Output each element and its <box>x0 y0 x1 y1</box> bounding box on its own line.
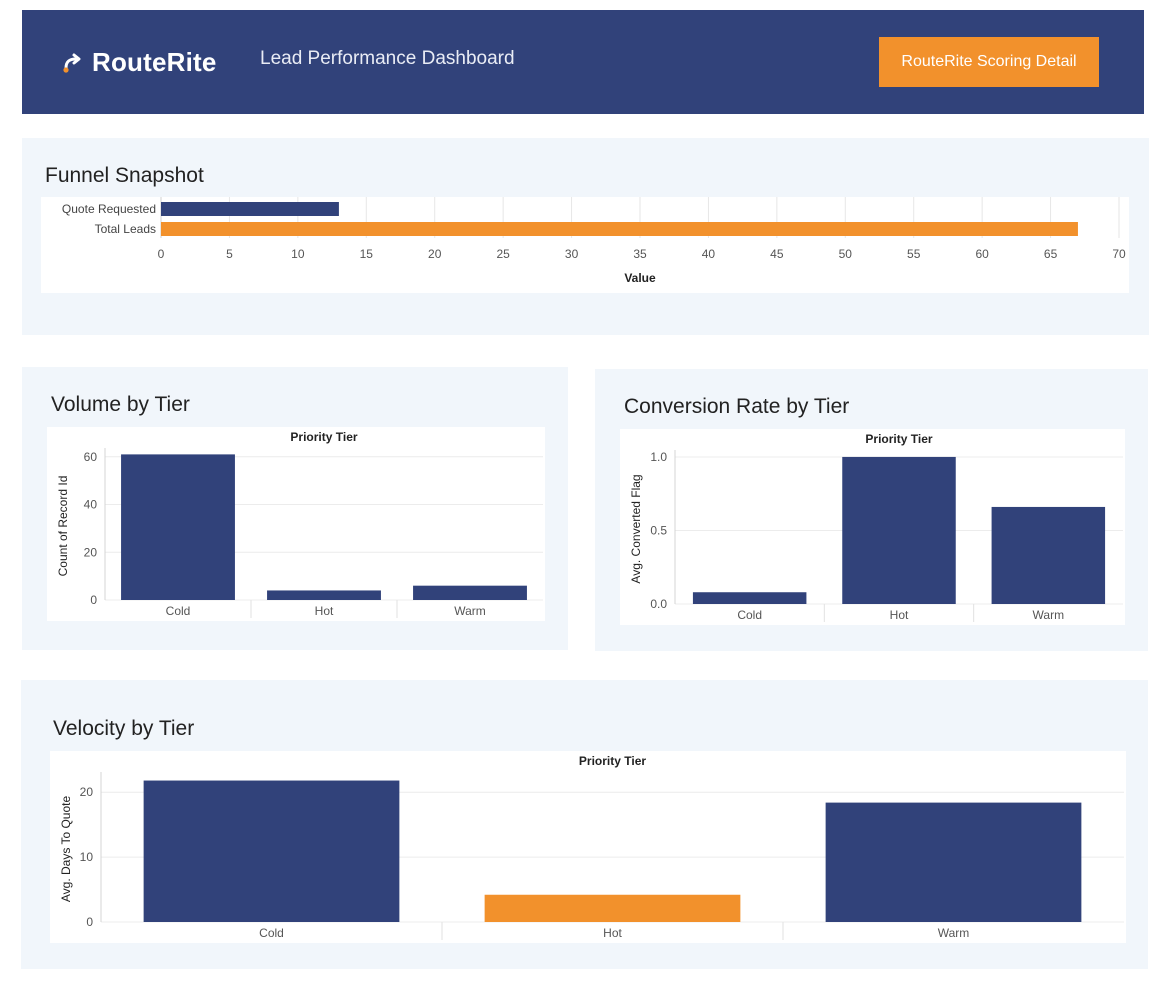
funnel-x-tick-label: 65 <box>1044 247 1058 261</box>
funnel-x-tick-label: 20 <box>428 247 442 261</box>
conversion-category-label: Hot <box>890 608 909 622</box>
funnel-x-axis-title: Value <box>624 271 656 285</box>
funnel-x-tick-label: 50 <box>839 247 853 261</box>
brand-name: RouteRite <box>92 46 217 77</box>
conversion-bar <box>842 456 956 604</box>
volume-panel: Volume by Tier Priority Tier Count of Rec… <box>22 367 568 650</box>
conversion-chart-title: Priority Tier <box>865 432 932 446</box>
volume-bar <box>121 454 235 600</box>
velocity-panel-title: Velocity by Tier <box>53 717 195 740</box>
funnel-x-tick-label: 30 <box>565 247 579 261</box>
volume-bar <box>267 590 381 600</box>
volume-category-label: Warm <box>454 604 486 618</box>
conversion-chart-card: Priority Tier Avg. Converted Flag 0.0 0.5 1.… <box>620 429 1125 625</box>
brand-logo: RouteRite <box>60 44 217 80</box>
conversion-bar <box>991 506 1106 604</box>
scoring-detail-button[interactable]: RouteRite Scoring Detail <box>879 37 1099 87</box>
conversion-chart: Priority Tier Avg. Converted Flag 0.0 0.5 1.… <box>629 432 1123 622</box>
funnel-x-tick-label: 25 <box>496 247 510 261</box>
funnel-x-tick-label: 70 <box>1112 247 1126 261</box>
dashboard-subtitle: Lead Performance Dashboard <box>260 48 515 69</box>
volume-chart-card: Priority Tier Count of Record Id 0 20 40 60 Co… <box>47 427 545 621</box>
conversion-y-tick-label: 0.0 <box>650 597 667 611</box>
funnel-x-tick-label: 45 <box>770 247 784 261</box>
conversion-category-label: Cold <box>737 608 762 622</box>
velocity-y-tick-label: 20 <box>80 785 94 799</box>
funnel-chart-card: 0 5 10 15 20 25 30 35 40 45 50 55 60 65 70 Quote Reques… <box>41 197 1129 293</box>
volume-y-axis-title: Count of Record Id <box>56 476 70 577</box>
volume-y-tick-label: 0 <box>90 593 97 607</box>
funnel-x-tick-label: 15 <box>360 247 374 261</box>
velocity-chart: Priority Tier Avg. Days To Quote 0 10 20 Cold… <box>59 754 1124 940</box>
funnel-x-tick-label: 55 <box>907 247 921 261</box>
funnel-chart: 0 5 10 15 20 25 30 35 40 45 50 55 60 65 70 Quote Reques… <box>62 197 1126 285</box>
funnel-panel: Funnel Snapshot 0 5 10 15 20 25 30 35 40 45 50 55 60… <box>22 138 1149 335</box>
funnel-x-tick-label: 40 <box>702 247 716 261</box>
funnel-bar <box>161 222 1078 236</box>
volume-y-tick-label: 60 <box>84 450 98 464</box>
volume-chart-title: Priority Tier <box>290 430 357 444</box>
velocity-category-label: Cold <box>259 926 284 940</box>
velocity-chart-title: Priority Tier <box>579 754 646 768</box>
funnel-category-label: Total Leads <box>95 222 156 236</box>
conversion-y-tick-label: 1.0 <box>650 450 667 464</box>
conversion-y-tick-label: 0.5 <box>650 523 667 537</box>
route-arrow-icon <box>63 53 81 73</box>
conversion-y-axis-title: Avg. Converted Flag <box>629 474 643 583</box>
velocity-panel: Velocity by Tier Priority Tier Avg. Days … <box>21 680 1148 969</box>
velocity-bar <box>484 894 741 922</box>
volume-y-tick-label: 40 <box>84 498 98 512</box>
funnel-x-tick-label: 60 <box>975 247 989 261</box>
velocity-y-tick-label: 0 <box>86 915 93 929</box>
funnel-x-tick-label: 5 <box>226 247 233 261</box>
velocity-bar <box>143 780 400 922</box>
funnel-x-tick-label: 10 <box>291 247 305 261</box>
header-bar: RouteRite Lead Performance Dashboard Rou… <box>22 10 1144 114</box>
conversion-bar <box>692 592 807 604</box>
velocity-y-axis-title: Avg. Days To Quote <box>59 796 73 903</box>
volume-bar <box>413 585 527 600</box>
velocity-category-label: Hot <box>603 926 622 940</box>
volume-category-label: Hot <box>315 604 334 618</box>
conversion-panel-title: Conversion Rate by Tier <box>624 395 850 418</box>
volume-chart: Priority Tier Count of Record Id 0 20 40 60 Co… <box>56 430 543 618</box>
velocity-category-label: Warm <box>938 926 970 940</box>
conversion-panel: Conversion Rate by Tier Priority Tier Avg… <box>595 369 1148 651</box>
funnel-bar <box>161 202 339 216</box>
funnel-x-tick-label: 35 <box>633 247 647 261</box>
velocity-bar <box>825 802 1082 922</box>
velocity-y-tick-label: 10 <box>80 850 94 864</box>
volume-y-tick-label: 20 <box>84 545 98 559</box>
funnel-panel-title: Funnel Snapshot <box>45 164 204 187</box>
velocity-chart-card: Priority Tier Avg. Days To Quote 0 10 20 Cold… <box>50 751 1126 943</box>
conversion-category-label: Warm <box>1033 608 1065 622</box>
funnel-x-tick-label: 0 <box>158 247 165 261</box>
funnel-category-label: Quote Requested <box>62 202 156 216</box>
volume-category-label: Cold <box>166 604 191 618</box>
volume-panel-title: Volume by Tier <box>51 393 190 416</box>
